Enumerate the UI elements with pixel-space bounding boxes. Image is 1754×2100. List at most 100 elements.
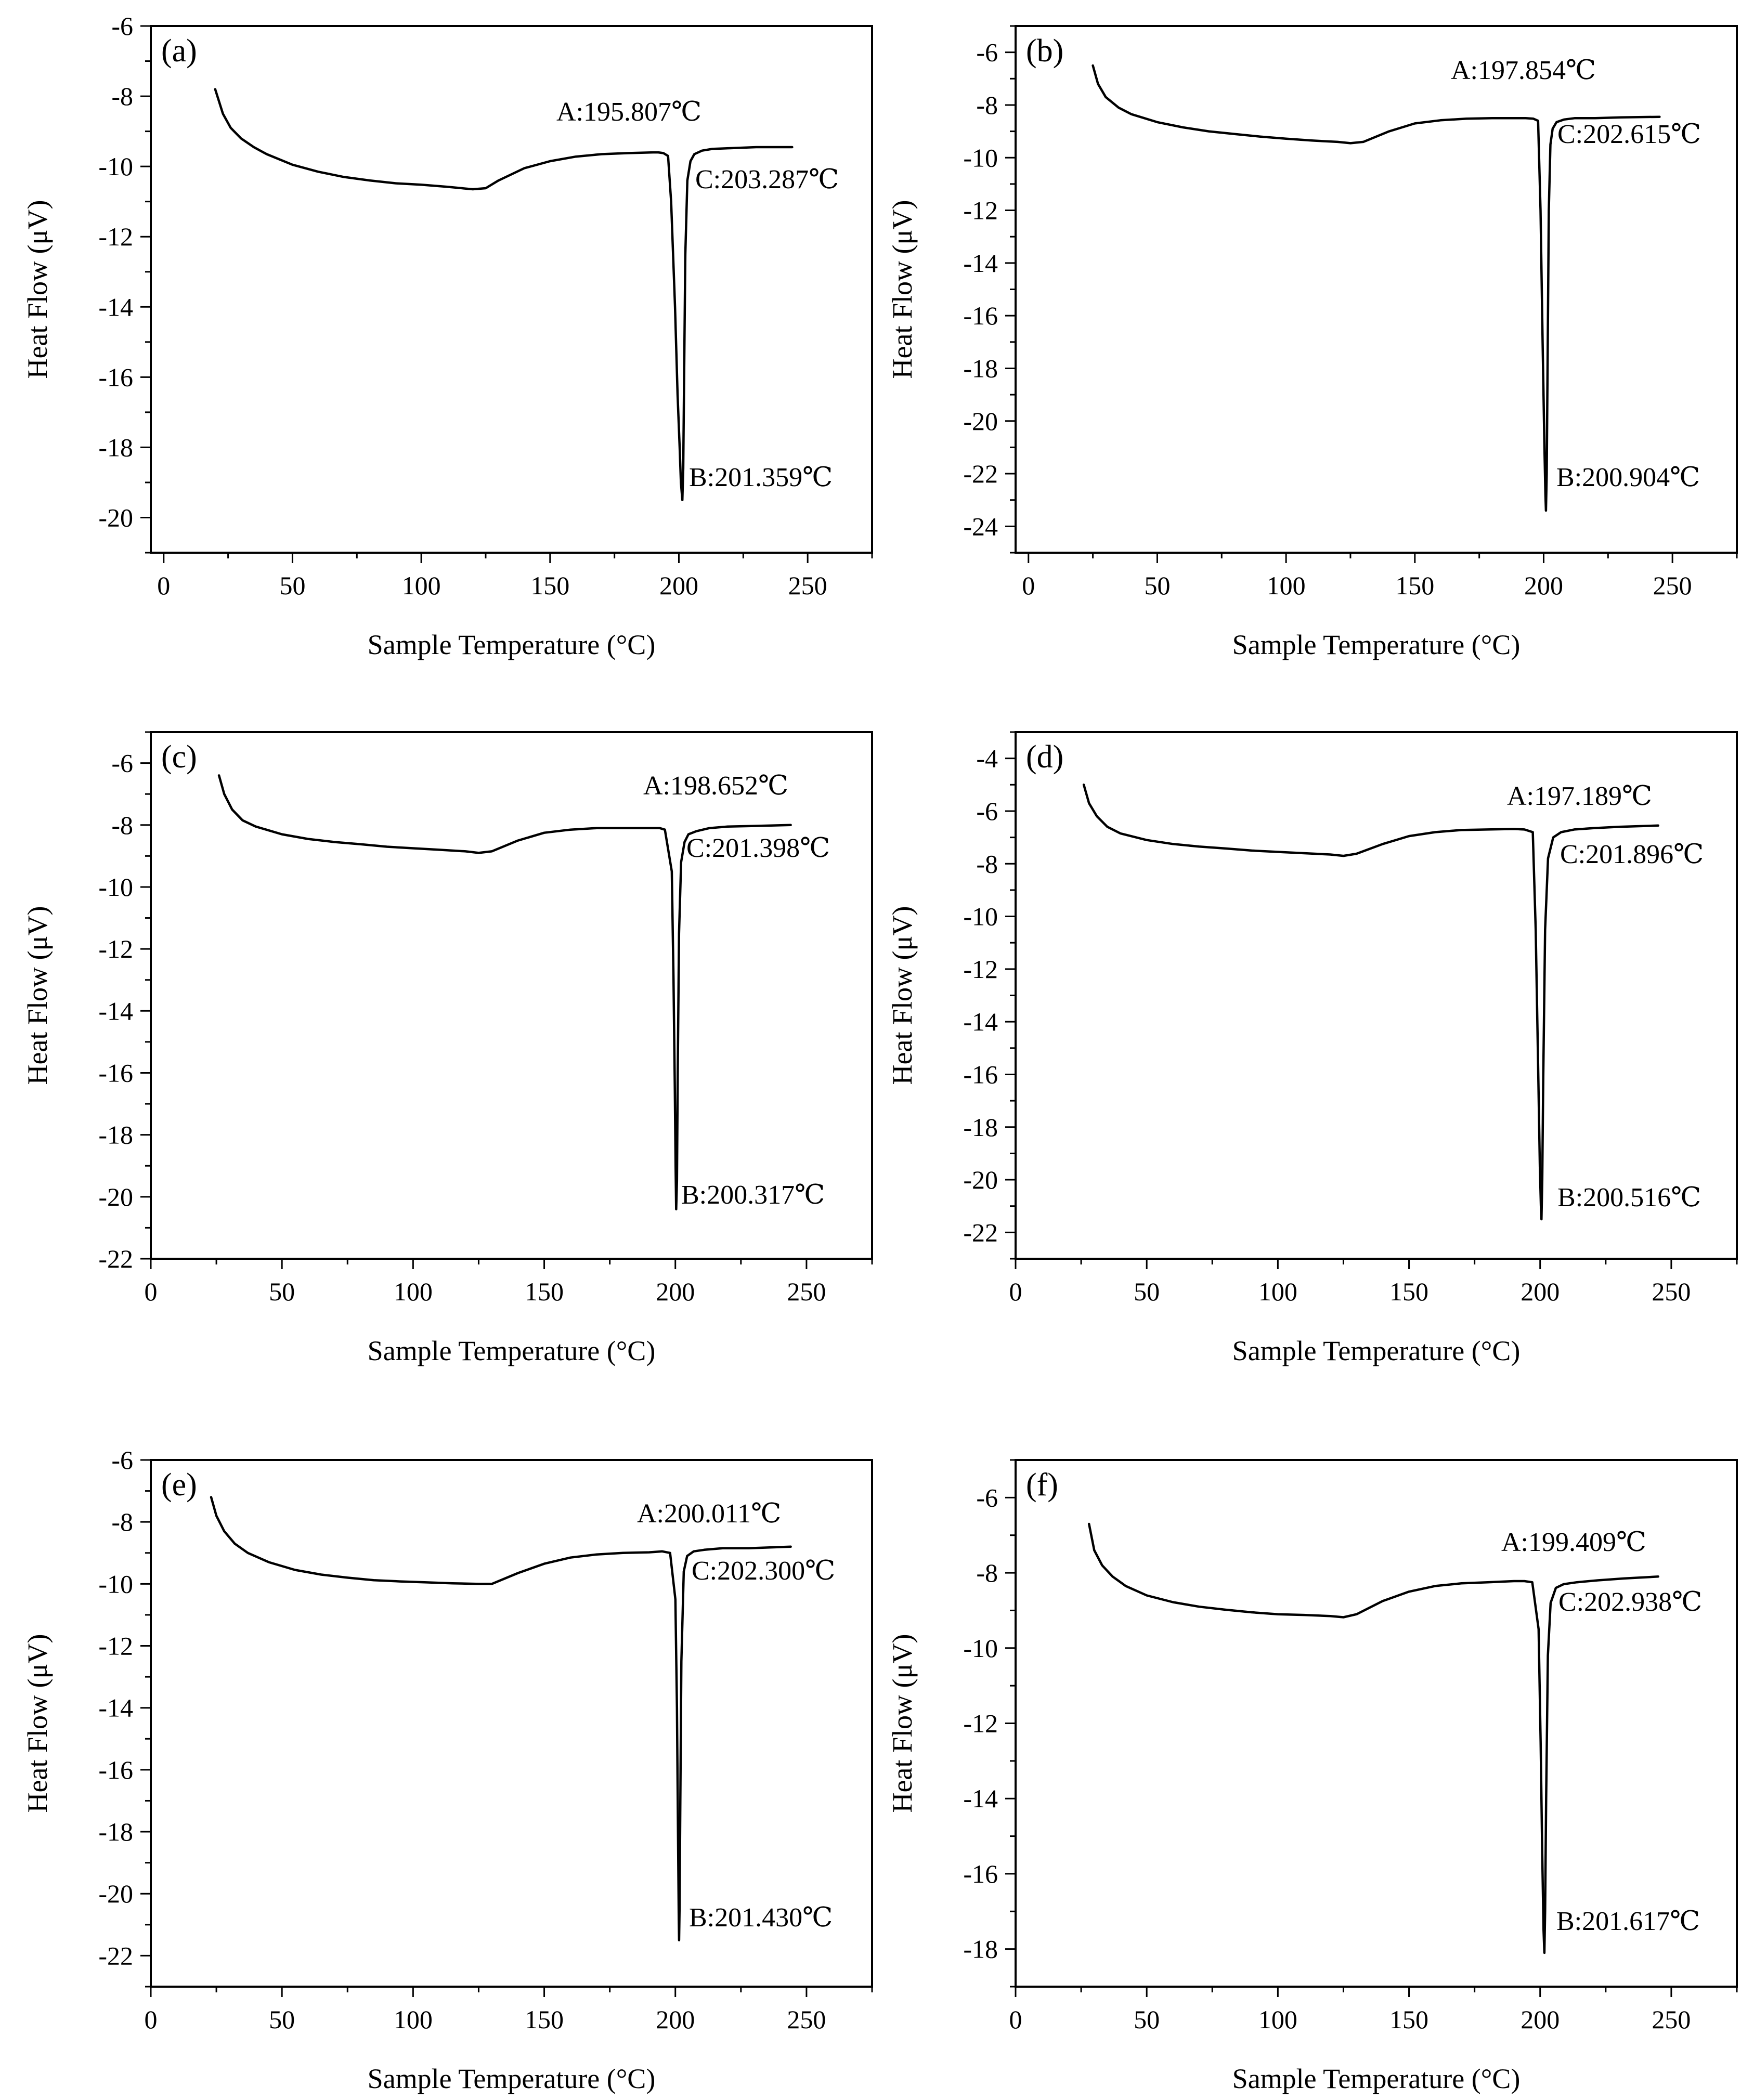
y-tick-label: -18 [963, 354, 998, 383]
y-tick-label: -16 [98, 1755, 133, 1784]
x-tick-label: 100 [1258, 1277, 1297, 1306]
chart-panel: 0 50 100 150 200 250 -6 -8 -10 -12 -14 -16 -18 -20 -22… [887, 25, 1738, 660]
y-tick-label: -12 [98, 1632, 133, 1661]
y-tick-label: -18 [963, 1935, 998, 1964]
y-tick-label: -16 [963, 301, 998, 330]
x-tick-label: 50 [269, 1277, 295, 1306]
x-tick-label: 250 [787, 2005, 826, 2034]
chart-panel: 0 50 100 150 200 250 -6 -8 -10 -12 -14 -16 -18 -20 Sam… [22, 11, 873, 660]
y-tick-label: -10 [963, 902, 998, 931]
y-tick-label: -8 [976, 1558, 998, 1587]
x-tick-label: 200 [656, 2005, 695, 2034]
x-tick-label: 0 [157, 571, 170, 600]
dsc-curve [1092, 64, 1661, 512]
x-tick-label: 150 [1389, 2005, 1428, 2034]
x-tick-label: 150 [1395, 571, 1434, 600]
x-tick-label: 150 [525, 2005, 564, 2034]
y-tick-label: -20 [98, 1879, 133, 1908]
annotation-a: A:197.854℃ [1451, 56, 1596, 85]
y-tick-label: -16 [963, 1859, 998, 1888]
y-tick-label: -10 [98, 1569, 133, 1598]
y-tick-label: -16 [98, 362, 133, 392]
y-axis-title: Heat Flow (μV) [887, 906, 918, 1085]
y-tick-label: -14 [963, 249, 998, 278]
x-tick-label: 150 [525, 1277, 564, 1306]
y-tick-label: -6 [976, 38, 998, 67]
y-tick-label: -6 [111, 1445, 133, 1475]
x-tick-label: 250 [1652, 2005, 1691, 2034]
y-tick-label: -18 [98, 1817, 133, 1846]
y-tick-label: -10 [963, 143, 998, 172]
y-tick-label: -18 [98, 1120, 133, 1150]
x-tick-label: 0 [1009, 1277, 1022, 1306]
annotation-c: C:202.300℃ [692, 1556, 835, 1586]
x-axis-title: Sample Temperature (°C) [1232, 1335, 1521, 1366]
x-tick-label: 250 [787, 1277, 826, 1306]
panel-label: (d) [1026, 739, 1063, 775]
annotation-c: C:202.615℃ [1557, 120, 1701, 149]
y-tick-label: -14 [963, 1784, 998, 1813]
annotation-a: A:197.189℃ [1507, 781, 1652, 811]
x-tick-label: 100 [394, 1277, 433, 1306]
y-tick-label: -8 [976, 849, 998, 878]
y-tick-label: -20 [98, 1182, 133, 1211]
y-tick-label: -8 [111, 1507, 133, 1536]
y-tick-label: -22 [963, 1218, 998, 1247]
y-tick-label: -14 [963, 1007, 998, 1036]
y-tick-label: -16 [963, 1060, 998, 1089]
x-tick-label: 100 [394, 2005, 433, 2034]
x-tick-label: 50 [1134, 2005, 1160, 2034]
x-tick-label: 150 [1389, 1277, 1428, 1306]
chart-panel: 0 50 100 150 200 250 -4 -6 -8 -10 -12 -14 -16 -18 -20 -… [887, 731, 1738, 1366]
x-tick-label: 0 [145, 1277, 158, 1306]
annotation-b: B:201.430℃ [689, 1903, 833, 1933]
annotation-b: B:200.516℃ [1557, 1183, 1701, 1212]
x-tick-label: 250 [1652, 1277, 1691, 1306]
y-axis-title: Heat Flow (μV) [22, 1634, 53, 1813]
annotation-c: C:202.938℃ [1558, 1587, 1702, 1617]
plot-frame [150, 25, 873, 554]
y-tick-label: -16 [98, 1058, 133, 1087]
dsc-curve [214, 88, 794, 501]
y-tick-label: -14 [98, 292, 133, 321]
dsc-curve [1087, 1522, 1659, 1954]
y-tick-label: -18 [98, 433, 133, 462]
x-tick-label: 200 [1521, 1277, 1560, 1306]
y-tick-label: -6 [111, 749, 133, 778]
x-tick-label: 50 [1144, 571, 1170, 600]
y-tick-label: -12 [98, 934, 133, 963]
y-tick-label: -14 [98, 996, 133, 1025]
y-tick-label: -10 [98, 872, 133, 902]
y-tick-label: -20 [963, 407, 998, 436]
x-tick-label: 250 [788, 571, 827, 600]
x-axis-title: Sample Temperature (°C) [368, 1335, 656, 1366]
x-axis-title: Sample Temperature (°C) [368, 629, 656, 660]
y-tick-label: -12 [963, 1709, 998, 1738]
x-tick-label: 200 [1521, 2005, 1560, 2034]
chart-panel: 0 50 100 150 200 250 -6 -8 -10 -12 -14 -16 -18 Sample… [887, 1459, 1738, 2094]
dsc-curve [210, 1496, 792, 1941]
x-tick-label: 200 [656, 1277, 695, 1306]
y-axis-title: Heat Flow (μV) [22, 200, 53, 379]
y-tick-label: -20 [963, 1165, 998, 1194]
y-tick-label: -12 [98, 222, 133, 251]
panel-label: (a) [161, 33, 197, 69]
y-tick-label: -24 [963, 512, 998, 541]
annotation-a: A:200.011℃ [637, 1499, 781, 1529]
dsc-curve [1082, 784, 1659, 1221]
x-axis-title: Sample Temperature (°C) [1232, 2063, 1521, 2094]
y-tick-label: -20 [98, 503, 133, 532]
y-tick-label: -14 [98, 1693, 133, 1723]
annotation-b: B:200.904℃ [1556, 463, 1700, 492]
x-tick-label: 50 [1134, 1277, 1160, 1306]
y-tick-label: -4 [976, 744, 998, 773]
y-tick-label: -12 [963, 196, 998, 225]
x-tick-label: 250 [1653, 571, 1692, 600]
y-tick-label: -10 [963, 1634, 998, 1663]
y-tick-label: -6 [111, 11, 133, 41]
chart-panel: 0 50 100 150 200 250 -6 -8 -10 -12 -14 -16 -18 -20 -22… [22, 731, 873, 1366]
panel-label: (b) [1026, 33, 1063, 69]
annotation-a: A:199.409℃ [1501, 1528, 1646, 1557]
annotation-b: B:201.359℃ [689, 463, 833, 492]
chart-panel: 0 50 100 150 200 250 -6 -8 -10 -12 -14 -16 -18 -20 -22… [22, 1445, 873, 2094]
